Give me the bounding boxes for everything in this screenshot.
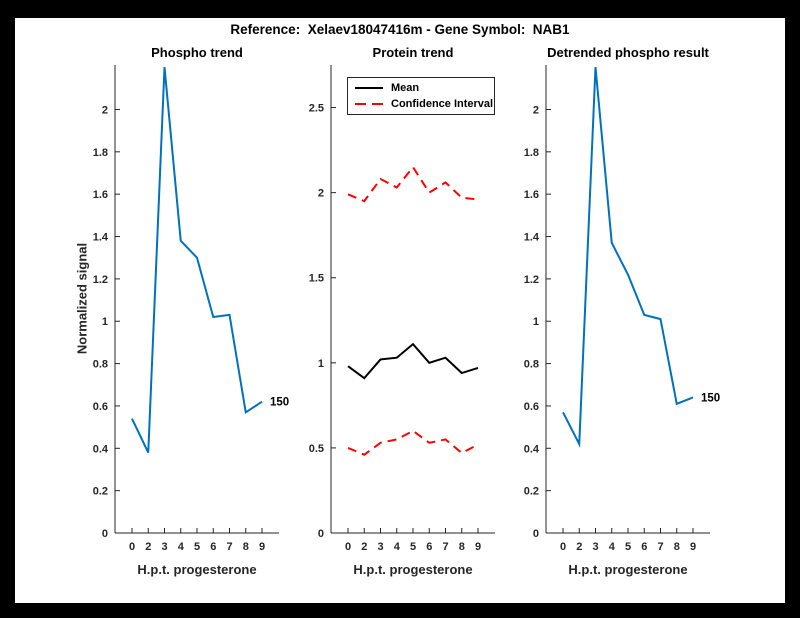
x-tick-label: 7 xyxy=(226,541,232,553)
x-tick-label: 5 xyxy=(194,541,200,553)
subplot2-plot-area: 00.511.522.50 2 3 4 5 6 7 8 9 xyxy=(309,65,495,553)
y-tick-label: 2 xyxy=(102,104,108,116)
x-tick-label: 6 xyxy=(641,541,647,553)
legend-box: Mean Confidence Interval xyxy=(347,77,495,115)
y-tick-label: 1.2 xyxy=(93,274,108,286)
y-tick-label: 1.5 xyxy=(309,273,324,285)
subplot3-title: Detrended phospho result xyxy=(547,45,709,60)
y-tick-label: 0.4 xyxy=(524,443,540,455)
subplot1-title: Phospho trend xyxy=(151,45,243,60)
x-tick-label: 6 xyxy=(210,541,216,553)
x-tick-label: 3 xyxy=(161,541,167,553)
figure-canvas: Reference: Xelaev18047416m - Gene Symbol… xyxy=(15,18,785,603)
y-tick-label: 1 xyxy=(318,358,324,370)
y-tick-label: 1 xyxy=(102,316,108,328)
y-tick-label: 1.6 xyxy=(93,189,108,201)
legend-entry-mean: Mean xyxy=(354,81,488,95)
y-tick-label: 0 xyxy=(102,528,108,540)
x-tick-label: 9 xyxy=(475,541,481,553)
subplot2-title: Protein trend xyxy=(372,45,454,60)
subplot2-x-axis-label: H.p.t. progesterone xyxy=(353,562,473,577)
endpoint-annotation: 150 xyxy=(270,397,289,409)
x-tick-label: 7 xyxy=(657,541,663,553)
endpoint-annotation: 150 xyxy=(701,392,720,404)
x-tick-label: 2 xyxy=(145,541,151,553)
y-tick-label: 1.8 xyxy=(93,147,108,159)
y-tick-label: 2 xyxy=(318,188,324,200)
y-tick-label: 0.6 xyxy=(524,401,539,413)
x-tick-label: 9 xyxy=(690,541,696,553)
series-confidence-interval-lower xyxy=(347,429,479,456)
x-tick-label: 0 xyxy=(560,541,566,553)
x-tick-label: 2 xyxy=(576,541,582,553)
x-tick-label: 7 xyxy=(442,541,448,553)
x-tick-label: 4 xyxy=(609,541,616,553)
x-tick-label: 3 xyxy=(592,541,598,553)
x-tick-label: 8 xyxy=(459,541,465,553)
x-tick-label: 0 xyxy=(129,541,135,553)
x-tick-label: 4 xyxy=(394,541,401,553)
y-tick-label: 0 xyxy=(533,528,539,540)
y-tick-label: 1.2 xyxy=(524,274,539,286)
x-tick-label: 0 xyxy=(345,541,351,553)
x-tick-label: 3 xyxy=(377,541,383,553)
y-tick-label: 0.8 xyxy=(524,359,539,371)
y-tick-label: 1.4 xyxy=(524,232,540,244)
y-tick-label: 1.4 xyxy=(93,232,109,244)
x-tick-label: 9 xyxy=(259,541,265,553)
series-detrended-phospho-signal xyxy=(562,67,694,448)
series-phospho-signal xyxy=(131,67,263,453)
subplot1-x-axis-label: H.p.t. progesterone xyxy=(137,562,257,577)
x-tick-label: 4 xyxy=(178,541,185,553)
y-tick-label: 0.2 xyxy=(524,486,539,498)
y-tick-label: 0 xyxy=(318,528,324,540)
legend-label-mean: Mean xyxy=(391,82,420,94)
mean-line-sample xyxy=(355,87,383,89)
x-tick-label: 2 xyxy=(361,541,367,553)
x-tick-label: 8 xyxy=(674,541,680,553)
y-tick-label: 2 xyxy=(533,104,539,116)
y-tick-label: 0.2 xyxy=(93,486,108,498)
legend-label-confidence-interval: Confidence Interval xyxy=(391,98,494,110)
figure-title: Reference: Xelaev18047416m - Gene Symbol… xyxy=(230,22,570,37)
x-tick-label: 6 xyxy=(426,541,432,553)
x-tick-label: 5 xyxy=(410,541,416,553)
series-confidence-interval-upper xyxy=(347,165,479,203)
subplot3-x-axis-label: H.p.t. progesterone xyxy=(568,562,688,577)
y-tick-label: 1.8 xyxy=(524,147,539,159)
confidence-interval-line-sample xyxy=(355,103,383,105)
y-tick-label: 1 xyxy=(533,316,539,328)
x-tick-label: 5 xyxy=(625,541,631,553)
y-tick-label: 1.6 xyxy=(524,189,539,201)
y-tick-label: 0.5 xyxy=(309,443,324,455)
series-mean xyxy=(347,342,479,380)
y-tick-label: 0.4 xyxy=(93,443,109,455)
y-tick-label: 0.6 xyxy=(93,401,108,413)
y-tick-label: 0.8 xyxy=(93,359,108,371)
y-tick-label: 2.5 xyxy=(309,103,324,115)
legend-entry-confidence-interval: Confidence Interval xyxy=(354,97,493,111)
x-tick-label: 8 xyxy=(243,541,249,553)
